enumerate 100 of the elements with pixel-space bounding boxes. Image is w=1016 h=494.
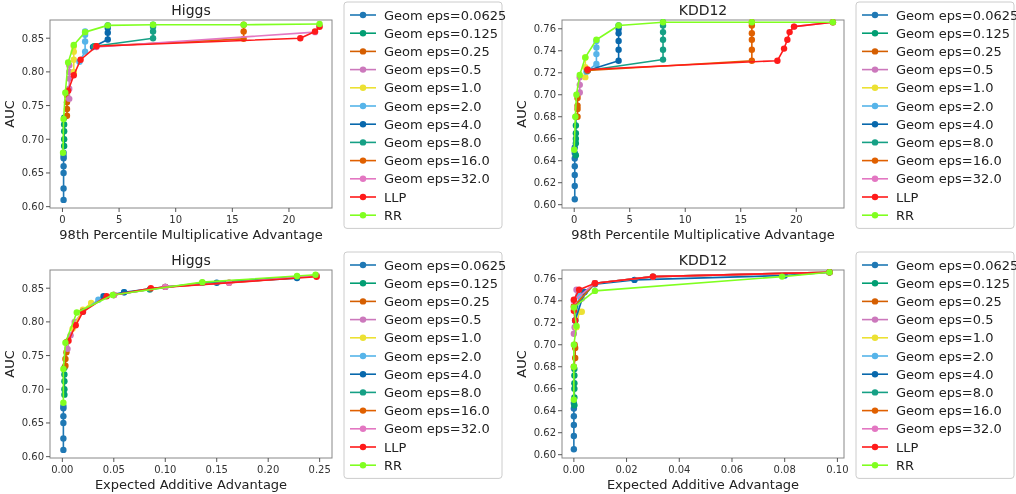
legend-label: Geom eps=0.25 <box>384 293 490 309</box>
y-tick-label: 0.66 <box>533 133 556 145</box>
y-tick-label: 0.70 <box>533 339 556 351</box>
chart-title: Higgs <box>171 2 211 18</box>
x-tick-label: 0 <box>571 214 578 225</box>
x-tick-label: 0.20 <box>257 464 280 475</box>
legend-label: Geom eps=4.0 <box>384 366 482 382</box>
legend-label: Geom eps=2.0 <box>384 98 482 114</box>
y-tick-label: 0.70 <box>21 383 44 395</box>
x-tick-label: 0 <box>59 214 66 225</box>
x-tick-label: 10 <box>169 214 183 225</box>
legend-label: Geom eps=0.25 <box>384 43 490 59</box>
y-tick-label: 0.60 <box>21 451 44 463</box>
legend-label: Geom eps=4.0 <box>384 116 482 132</box>
y-tick-label: 0.74 <box>533 45 556 57</box>
x-axis-title: Expected Additive Advantage <box>606 477 800 492</box>
y-axis-title: AUC <box>2 100 17 128</box>
x-tick-label: 15 <box>225 214 239 225</box>
y-tick-label: 0.60 <box>533 199 556 211</box>
y-axis-title: AUC <box>2 350 17 378</box>
legend-label: Geom eps=0.5 <box>896 62 994 78</box>
legend-label: Geom eps=8.0 <box>896 134 994 150</box>
x-tick-label: 0.08 <box>773 464 796 475</box>
y-tick-label: 0.62 <box>533 177 556 189</box>
legend-label: Geom eps=32.0 <box>896 171 1002 187</box>
x-tick-label: 0.15 <box>205 464 228 475</box>
y-tick-label: 0.70 <box>21 133 44 145</box>
x-tick-label: 15 <box>734 214 748 225</box>
y-tick-label: 0.66 <box>533 383 556 395</box>
y-tick-label: 0.75 <box>21 100 44 112</box>
x-tick-label: 0.00 <box>51 464 74 475</box>
legend-label: Geom eps=0.25 <box>896 43 1002 59</box>
y-tick-label: 0.80 <box>21 66 44 78</box>
y-tick-label: 0.68 <box>533 111 556 123</box>
legend-label: Geom eps=0.5 <box>384 312 482 328</box>
y-tick-label: 0.65 <box>21 167 44 179</box>
legend-label: Geom eps=0.125 <box>384 25 498 41</box>
y-tick-label: 0.76 <box>533 273 556 285</box>
legend-label: LLP <box>384 439 407 455</box>
legend-label: Geom eps=0.125 <box>896 25 1010 41</box>
legend-label: Geom eps=8.0 <box>384 384 482 400</box>
legend-label: RR <box>384 207 403 223</box>
x-tick-label: 20 <box>789 214 803 225</box>
x-axis-title: Expected Additive Advantage <box>94 477 288 492</box>
y-tick-label: 0.65 <box>21 417 44 429</box>
legend-label: Geom eps=0.5 <box>384 62 482 78</box>
chart-title: KDD12 <box>678 2 728 18</box>
x-tick-label: 0.10 <box>826 464 849 475</box>
legend-label: Geom eps=16.0 <box>896 403 1002 419</box>
legend-label: Geom eps=1.0 <box>896 330 994 346</box>
x-tick-label: 0.06 <box>720 464 744 475</box>
x-tick-label: 20 <box>282 214 296 225</box>
x-tick-label: 0.04 <box>668 464 691 475</box>
legend-label: Geom eps=32.0 <box>384 171 490 187</box>
legend-label: Geom eps=2.0 <box>384 348 482 364</box>
x-tick-label: 10 <box>678 214 692 225</box>
y-tick-label: 0.85 <box>21 32 44 44</box>
y-tick-label: 0.76 <box>533 23 556 35</box>
legend-label: Geom eps=0.0625 <box>384 257 507 273</box>
x-tick-label: 0.25 <box>308 464 331 475</box>
y-tick-label: 0.62 <box>533 427 556 439</box>
legend-label: Geom eps=16.0 <box>384 403 490 419</box>
legend-label: Geom eps=0.5 <box>896 312 994 328</box>
legend-label: Geom eps=16.0 <box>384 153 490 169</box>
legend-label: Geom eps=2.0 <box>896 98 994 114</box>
y-tick-label: 0.74 <box>533 295 556 307</box>
y-tick-label: 0.64 <box>533 405 556 417</box>
x-axis-title: 98th Percentile Multiplicative Advantage <box>571 227 835 242</box>
legend-label: Geom eps=32.0 <box>896 421 1002 437</box>
y-tick-label: 0.70 <box>533 89 556 101</box>
legend-label: Geom eps=1.0 <box>384 330 482 346</box>
x-tick-label: 0.00 <box>562 464 585 475</box>
legend-label: LLP <box>896 189 919 205</box>
chart-title: KDD12 <box>678 252 728 268</box>
legend-label: Geom eps=8.0 <box>384 134 482 150</box>
legend-label: Geom eps=0.25 <box>896 293 1002 309</box>
y-tick-label: 0.72 <box>533 317 556 329</box>
legend-label: RR <box>896 207 915 223</box>
legend-label: LLP <box>896 439 919 455</box>
x-tick-label: 5 <box>115 214 123 225</box>
chart-title: Higgs <box>171 252 211 268</box>
legend-label: Geom eps=32.0 <box>384 421 490 437</box>
y-tick-label: 0.64 <box>533 155 556 167</box>
x-tick-label: 0.02 <box>615 464 638 475</box>
legend-label: RR <box>384 457 403 473</box>
legend-label: Geom eps=1.0 <box>384 80 482 96</box>
legend-label: RR <box>896 457 915 473</box>
y-tick-label: 0.85 <box>21 282 44 294</box>
legend-label: Geom eps=2.0 <box>896 348 994 364</box>
legend-label: LLP <box>384 189 407 205</box>
y-tick-label: 0.68 <box>533 361 556 373</box>
legend-label: Geom eps=1.0 <box>896 80 994 96</box>
legend-label: Geom eps=4.0 <box>896 116 994 132</box>
legend-label: Geom eps=0.125 <box>896 275 1010 291</box>
y-axis-title: AUC <box>514 350 529 378</box>
x-tick-label: 5 <box>626 214 633 225</box>
x-axis-title: 98th Percentile Multiplicative Advantage <box>59 227 323 242</box>
x-tick-label: 0.05 <box>102 464 125 475</box>
y-tick-label: 0.72 <box>533 67 556 79</box>
legend-label: Geom eps=16.0 <box>896 153 1002 169</box>
